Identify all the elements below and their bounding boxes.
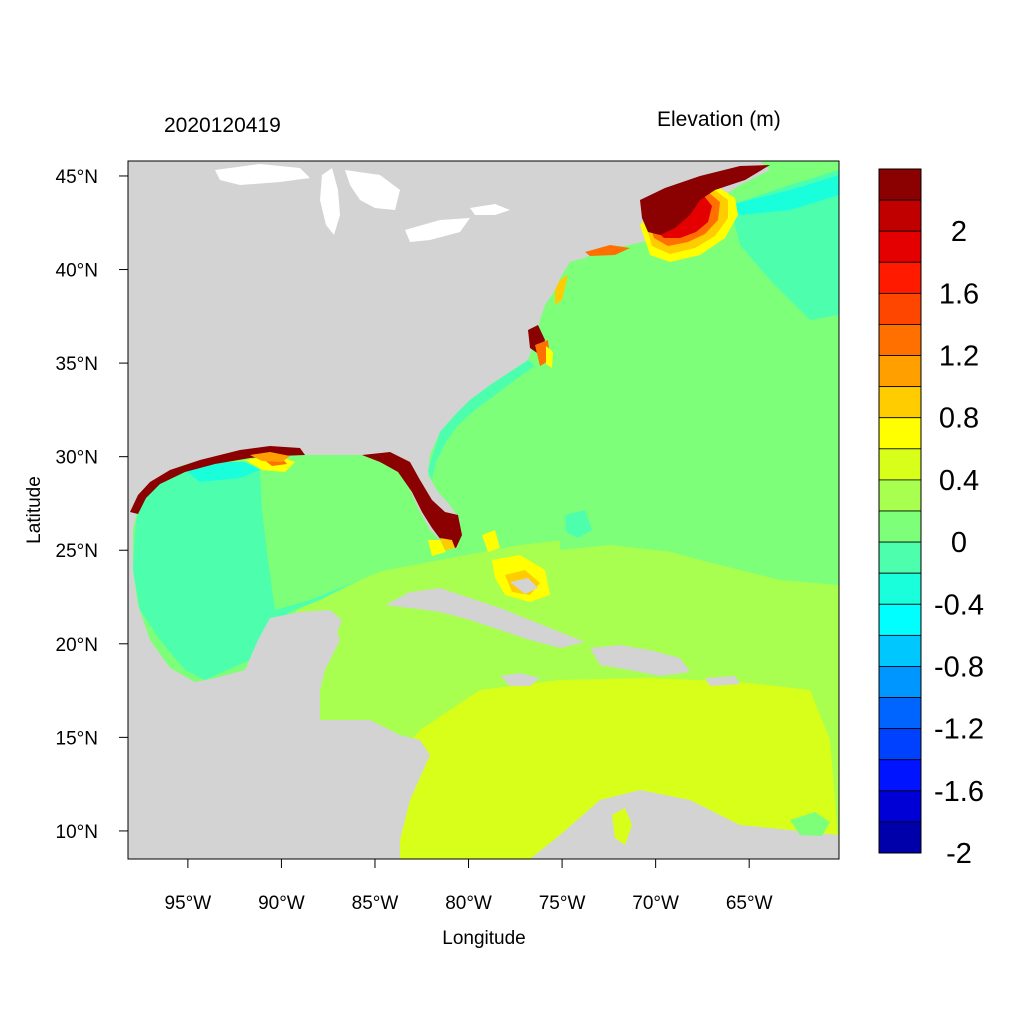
- florida-keys-surge: [428, 540, 446, 556]
- colorbar-swatch: [878, 261, 922, 294]
- colorbar-label: 1.2: [939, 341, 979, 373]
- colorbar-swatch: [878, 168, 922, 201]
- colorbar-swatch: [878, 417, 922, 450]
- jamaica-island: [500, 673, 540, 686]
- colorbar-swatch: [878, 634, 922, 667]
- plot-frame: [127, 160, 840, 860]
- y-tick-label: 20°N: [56, 635, 98, 656]
- colorbar-swatch: [878, 355, 922, 388]
- lake-huron: [345, 170, 400, 210]
- colorbar-swatch: [878, 666, 922, 698]
- y-tick-label: 25°N: [56, 541, 98, 562]
- x-axis-title: Longitude: [442, 928, 525, 949]
- colorbar-label: -1.2: [934, 714, 984, 746]
- colorbar-swatch: [878, 728, 922, 761]
- bahamas-island: [510, 578, 538, 594]
- turks-caicos-bank: [565, 510, 592, 538]
- colorbar-swatch: [878, 572, 922, 605]
- central-america-land: [128, 720, 405, 859]
- great-bahama-bank: [482, 530, 500, 552]
- florida-bay-surge: [440, 538, 455, 550]
- x-tick-label: 85°W: [352, 893, 399, 914]
- south-america-land: [530, 790, 839, 859]
- colorbar-label: -0.4: [934, 589, 984, 621]
- colorbar-swatch: [878, 448, 922, 481]
- y-tick-label: 45°N: [56, 167, 98, 188]
- colorbar-label: 2: [951, 216, 967, 248]
- colorbar-label: -0.8: [934, 651, 984, 683]
- colorbar-label: -1.6: [934, 776, 984, 808]
- gulf-eastern-lobe: [260, 458, 408, 610]
- colorbar-swatch: [878, 510, 922, 543]
- colorbar-swatch: [878, 386, 922, 419]
- x-tick-label: 65°W: [726, 893, 773, 914]
- y-tick-label: 10°N: [56, 822, 98, 843]
- colorbar-frame: [878, 168, 922, 854]
- outer-banks-surge-outer: [546, 346, 553, 368]
- cuba-island: [385, 588, 585, 648]
- map-plot-area: [128, 161, 839, 859]
- eastern-atlantic-band: [560, 520, 839, 578]
- colorbar-swatch: [878, 821, 922, 854]
- hispaniola-island: [590, 645, 690, 676]
- lake-maracaibo: [612, 808, 632, 845]
- florida-west-coast-surge: [362, 452, 462, 548]
- colorbar: [878, 168, 922, 854]
- colorbar-swatch: [878, 324, 922, 356]
- colorbar-swatch: [878, 292, 922, 325]
- y-tick-label: 40°N: [56, 261, 98, 282]
- y-axis: 45°N 40°N 35°N 30°N 25°N 20°N 15°N 10°N: [56, 167, 128, 843]
- colorbar-labels: 2 1.6 1.2 0.8 0.4 0 -0.4 -0.8 -1.2 -1.6 -2: [934, 216, 984, 870]
- lake-ontario: [470, 204, 510, 215]
- date-label: 2020120419: [164, 114, 281, 137]
- lake-michigan: [320, 168, 340, 235]
- colorbar-swatch: [878, 759, 922, 792]
- y-axis-title: Latitude: [24, 476, 45, 544]
- y-tick-label: 30°N: [56, 448, 98, 469]
- colorbar-swatch: [878, 603, 922, 636]
- colorbar-swatch: [878, 790, 922, 823]
- colombia-coast-patch: [790, 812, 830, 836]
- colorbar-label: 1.6: [939, 278, 979, 310]
- gulf-of-maine-band: [730, 175, 839, 215]
- mid-atlantic-coast-surge: [555, 275, 568, 305]
- lake-superior: [215, 164, 310, 185]
- colorbar-swatch: [878, 230, 922, 263]
- x-tick-label: 75°W: [539, 893, 586, 914]
- colorbar-swatch: [878, 479, 922, 512]
- colorbar-swatch: [878, 541, 922, 574]
- southern-caribbean-region: [400, 678, 839, 859]
- new-england-surge-core: [640, 165, 770, 235]
- x-tick-label: 70°W: [632, 893, 679, 914]
- colorbar-swatch: [878, 199, 922, 232]
- colorbar-label: -2: [946, 838, 972, 870]
- lake-erie: [405, 218, 470, 242]
- southeast-coast-rim: [428, 360, 535, 480]
- x-axis: 95°W 90°W 85°W 80°W 75°W 70°W 65°W: [165, 859, 773, 914]
- x-tick-label: 80°W: [445, 893, 492, 914]
- puerto-rico-island: [705, 676, 740, 686]
- y-tick-label: 35°N: [56, 354, 98, 375]
- x-tick-label: 95°W: [165, 893, 212, 914]
- colorbar-label: 0: [951, 527, 967, 559]
- long-island-surge: [585, 245, 630, 256]
- louisiana-coast-surge: [250, 452, 290, 462]
- colorbar-label: 0.4: [939, 465, 979, 497]
- x-tick-label: 90°W: [258, 893, 305, 914]
- texas-coast-surge: [130, 446, 305, 514]
- yucatan-peninsula: [262, 610, 342, 720]
- variable-label: Elevation (m): [657, 108, 781, 131]
- colorbar-swatch: [878, 697, 922, 730]
- y-tick-label: 15°N: [56, 728, 98, 749]
- colorbar-label: 0.8: [939, 403, 979, 435]
